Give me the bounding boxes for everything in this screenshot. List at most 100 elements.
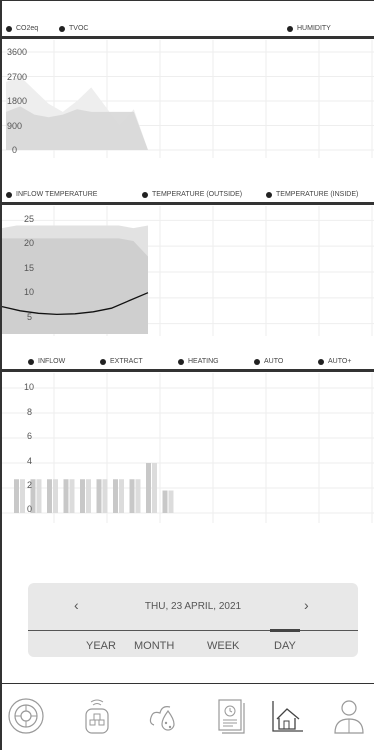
statistics-house-icon[interactable] (267, 697, 305, 735)
y-tick: 15 (24, 263, 35, 273)
heating-dot-icon (178, 358, 184, 365)
chart2-divider (2, 202, 374, 205)
temperature-outside-dot-icon (142, 191, 148, 198)
legend-label: HUMIDITY (297, 25, 331, 32)
legend-label: INFLOW (38, 358, 66, 365)
chart3-svg (2, 373, 374, 523)
remote-control-icon[interactable] (78, 697, 116, 735)
legend-label: CO2eq (16, 25, 39, 32)
y-tick: 0 (12, 145, 18, 155)
chart3-divider (2, 369, 374, 372)
bar-inflow (96, 479, 102, 513)
legend-label: TEMPERATURE (OUTSIDE) (152, 191, 243, 198)
temperature-inside-dot-icon (266, 191, 272, 198)
chart3-legend: INFLOW EXTRACT HEATING AUTO AUTO+ (2, 355, 374, 369)
chart3-plot: 10 8 6 4 2 0 (2, 373, 374, 523)
bar-extract (102, 479, 108, 513)
chart2-legend: INFLOW TEMPERATURE TEMPERATURE (OUTSIDE)… (2, 188, 374, 202)
series-inflow-temperature-line (2, 292, 149, 316)
chart1-plot: 3600 2700 1800 900 0 (2, 40, 374, 158)
legend-item-inflow[interactable]: INFLOW (28, 358, 65, 365)
tab-divider (28, 630, 358, 631)
y-tick: 2700 (7, 72, 28, 82)
bar-inflow (113, 479, 118, 513)
bar-inflow (129, 479, 135, 513)
tab-day[interactable]: DAY (274, 640, 296, 652)
bar-extract (135, 479, 141, 513)
bar-extract (36, 479, 42, 513)
inflow-dot-icon (28, 358, 34, 365)
legend-item-auto-plus[interactable]: AUTO+ (318, 358, 351, 365)
y-tick: 1800 (7, 96, 28, 106)
bar-extract (86, 479, 91, 513)
bar-inflow (80, 479, 85, 513)
bar-inflow (63, 479, 69, 513)
fan-icon[interactable] (7, 697, 45, 735)
bar-inflow (30, 479, 36, 513)
bar-extract (119, 479, 124, 513)
y-tick: 6 (27, 431, 33, 441)
bar-inflow (47, 479, 52, 513)
y-tick: 3600 (7, 47, 28, 57)
y-tick: 10 (24, 382, 35, 392)
auto-plus-dot-icon (318, 358, 324, 365)
y-tick: 8 (27, 407, 33, 417)
auto-dot-icon (254, 358, 260, 365)
legend-item-tvoc[interactable]: TVOC (59, 25, 88, 32)
legend-item-inflow-temperature[interactable]: INFLOW TEMPERATURE (6, 191, 97, 198)
prev-date-button[interactable]: ‹ (74, 597, 79, 613)
y-tick: 10 (24, 287, 35, 297)
humidity-dot-icon (287, 25, 293, 32)
y-tick: 25 (24, 214, 35, 224)
y-tick: 20 (24, 238, 35, 248)
bar-extract (53, 479, 58, 513)
legend-label: EXTRACT (110, 358, 143, 365)
legend-label: AUTO (264, 358, 284, 365)
current-date: THU, 23 APRIL, 2021 (144, 601, 242, 612)
chart1-divider (2, 36, 374, 39)
chart2-svg (2, 206, 374, 336)
tab-week[interactable]: WEEK (207, 640, 240, 652)
y-tick: 4 (27, 456, 33, 466)
schedule-document-icon[interactable] (211, 697, 249, 735)
weather-drops-icon[interactable] (146, 697, 184, 735)
y-tick: 5 (27, 312, 33, 322)
legend-item-humidity[interactable]: HUMIDITY (287, 25, 331, 32)
series-co2eq-area (6, 106, 148, 150)
bottom-navigation (2, 683, 374, 750)
chart1-svg (2, 40, 374, 158)
legend-label: TVOC (69, 25, 89, 32)
legend-item-heating[interactable]: HEATING (178, 358, 219, 365)
bar-extract (168, 490, 174, 513)
legend-item-auto[interactable]: AUTO (254, 358, 283, 365)
y-tick: 2 (27, 480, 33, 490)
extract-dot-icon (100, 358, 106, 365)
bar-extract (20, 479, 25, 513)
tab-month[interactable]: MONTH (134, 640, 175, 652)
y-tick: 0 (27, 504, 33, 514)
bar-inflow (146, 463, 151, 513)
bar-inflow (162, 490, 168, 513)
bar-extract (69, 479, 75, 513)
next-date-button[interactable]: › (304, 597, 309, 613)
legend-label: TEMPERATURE (INSIDE) (276, 191, 359, 198)
co2eq-dot-icon (6, 25, 12, 32)
chart2-plot: 25 20 15 10 5 (2, 206, 374, 336)
tab-year[interactable]: YEAR (86, 640, 116, 652)
legend-item-temperature-outside[interactable]: TEMPERATURE (OUTSIDE) (142, 191, 242, 198)
user-profile-icon[interactable] (330, 697, 368, 735)
legend-item-temperature-inside[interactable]: TEMPERATURE (INSIDE) (266, 191, 358, 198)
bar-extract (152, 463, 157, 513)
y-tick: 900 (7, 121, 23, 131)
inflow-temperature-dot-icon (6, 191, 12, 198)
selected-tab-indicator (270, 629, 300, 632)
legend-item-extract[interactable]: EXTRACT (100, 358, 143, 365)
legend-label: INFLOW TEMPERATURE (16, 191, 98, 198)
legend-item-co2eq[interactable]: CO2eq (6, 25, 38, 32)
legend-label: AUTO+ (328, 358, 352, 365)
bar-inflow (14, 479, 19, 513)
legend-label: HEATING (188, 358, 219, 365)
series-temperature-outside--area (2, 238, 148, 334)
chart1-legend: CO2eq TVOC HUMIDITY (2, 22, 374, 36)
